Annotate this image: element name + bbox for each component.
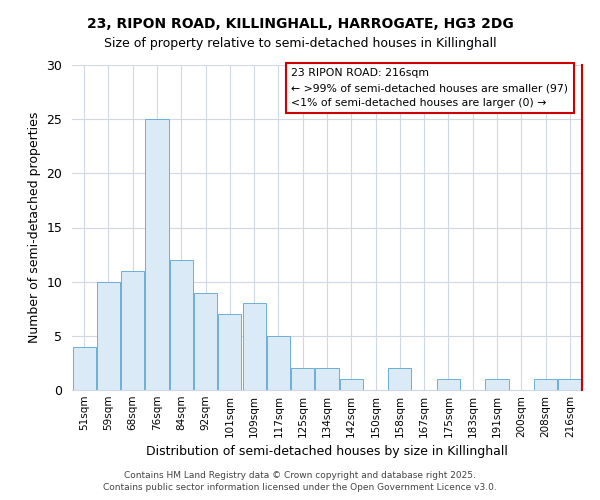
Bar bbox=[73, 346, 95, 390]
Bar bbox=[218, 314, 241, 390]
Text: 23, RIPON ROAD, KILLINGHALL, HARROGATE, HG3 2DG: 23, RIPON ROAD, KILLINGHALL, HARROGATE, … bbox=[86, 18, 514, 32]
Bar bbox=[388, 368, 412, 390]
Bar bbox=[97, 282, 120, 390]
Bar bbox=[291, 368, 314, 390]
Y-axis label: Number of semi-detached properties: Number of semi-detached properties bbox=[28, 112, 41, 343]
Text: Contains HM Land Registry data © Crown copyright and database right 2025.: Contains HM Land Registry data © Crown c… bbox=[124, 471, 476, 480]
Bar bbox=[559, 379, 581, 390]
Bar bbox=[170, 260, 193, 390]
Bar bbox=[267, 336, 290, 390]
Bar bbox=[316, 368, 338, 390]
Text: Contains public sector information licensed under the Open Government Licence v3: Contains public sector information licen… bbox=[103, 484, 497, 492]
Bar bbox=[242, 304, 266, 390]
Bar bbox=[340, 379, 363, 390]
Bar bbox=[145, 119, 169, 390]
X-axis label: Distribution of semi-detached houses by size in Killinghall: Distribution of semi-detached houses by … bbox=[146, 446, 508, 458]
Bar bbox=[121, 271, 144, 390]
Bar bbox=[485, 379, 509, 390]
Bar bbox=[534, 379, 557, 390]
Text: 23 RIPON ROAD: 216sqm
← >99% of semi-detached houses are smaller (97)
<1% of sem: 23 RIPON ROAD: 216sqm ← >99% of semi-det… bbox=[291, 68, 568, 108]
Bar bbox=[194, 292, 217, 390]
Text: Size of property relative to semi-detached houses in Killinghall: Size of property relative to semi-detach… bbox=[104, 38, 496, 51]
Bar bbox=[437, 379, 460, 390]
